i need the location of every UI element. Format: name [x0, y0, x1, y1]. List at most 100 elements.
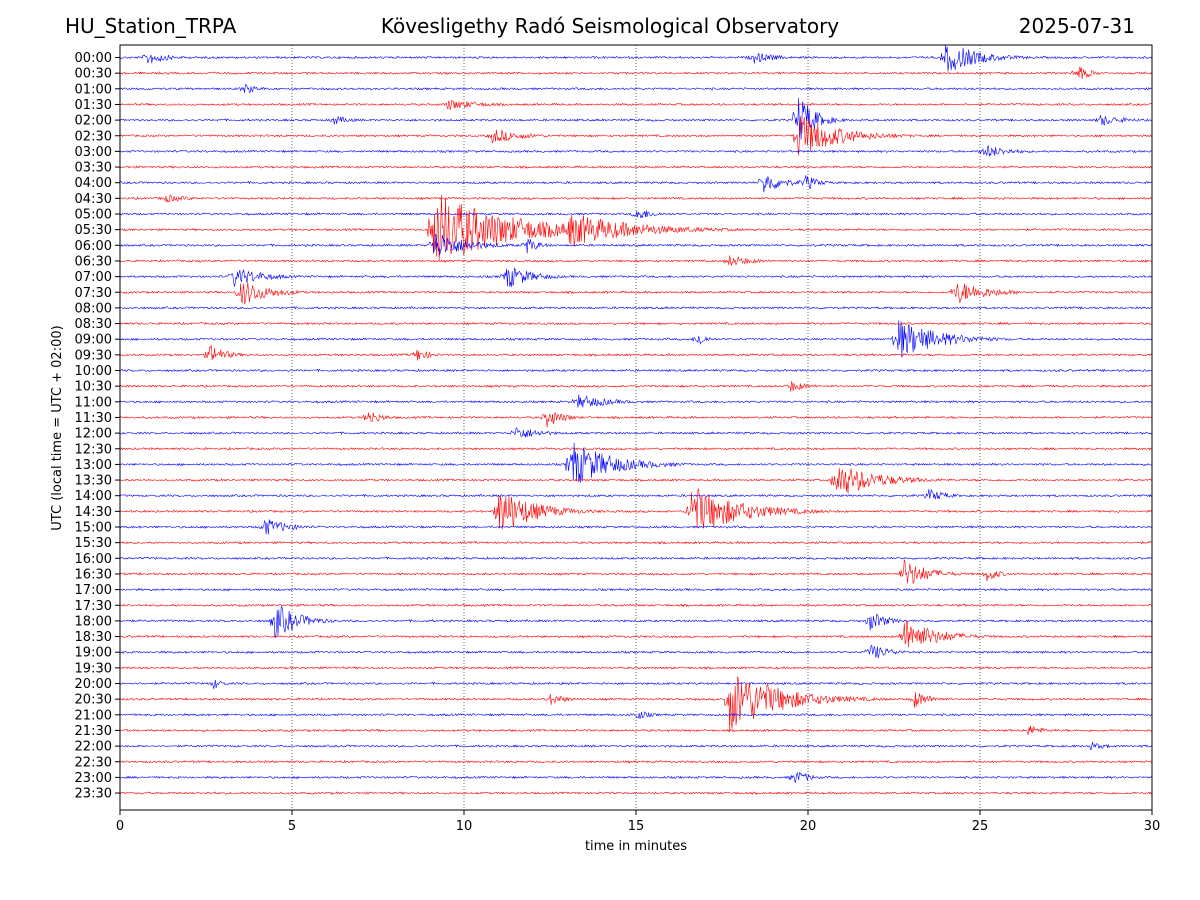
x-axis-ticks: 0 5 10 15 20 25 30 [116, 810, 1160, 834]
grid-lines [291, 45, 981, 810]
trace-1600 [119, 556, 1153, 561]
trace-1500 [119, 519, 1153, 535]
y-tick-label: 20:30 [75, 693, 112, 708]
y-tick-label: 13:00 [75, 458, 112, 473]
y-tick-label: 06:30 [75, 254, 112, 269]
y-tick-label: 23:00 [75, 771, 112, 786]
x-axis-label: time in minutes [585, 839, 687, 854]
y-tick-label: 00:00 [75, 51, 112, 66]
y-tick-label: 11:00 [75, 395, 112, 410]
trace-1430 [119, 488, 1153, 530]
trace-2300 [119, 771, 1153, 783]
x-tick-label: 30 [1144, 819, 1161, 834]
y-tick-label: 01:00 [75, 82, 112, 97]
trace-2030 [119, 676, 1153, 732]
y-tick-label: 05:30 [75, 223, 112, 238]
station-title: HU_Station_TRPA [65, 14, 237, 38]
trace-1930 [120, 666, 1153, 670]
trace-0100 [119, 83, 1153, 94]
trace-1730 [119, 603, 1153, 608]
y-tick-label: 10:30 [75, 380, 112, 395]
y-tick-label: 18:00 [75, 614, 112, 629]
y-tick-label: 14:30 [75, 505, 112, 520]
y-tick-label: 08:00 [75, 301, 112, 316]
trace-1800 [119, 605, 1153, 638]
date-title: 2025-07-31 [1018, 14, 1135, 38]
trace-0430 [119, 194, 1153, 203]
y-tick-label: 22:30 [75, 755, 112, 770]
y-tick-label: 00:30 [75, 67, 112, 82]
trace-0330 [119, 165, 1153, 169]
trace-0800 [119, 305, 1152, 310]
y-tick-label: 15:30 [75, 536, 112, 551]
y-tick-label: 16:00 [75, 552, 112, 567]
y-tick-label: 12:30 [75, 442, 112, 457]
trace-1630 [119, 559, 1153, 584]
trace-0000 [119, 44, 1153, 72]
trace-0600 [119, 233, 1153, 255]
y-tick-label: 11:30 [75, 411, 112, 426]
y-tick-label: 14:00 [75, 489, 112, 504]
y-axis-label: UTC (local time = UTC + 02:00) [50, 325, 65, 530]
x-tick-label: 15 [628, 819, 645, 834]
trace-1330 [119, 467, 1153, 494]
trace-1400 [119, 488, 1153, 500]
y-tick-label: 19:00 [75, 646, 112, 661]
trace-1700 [120, 587, 1153, 592]
trace-0900 [119, 320, 1153, 358]
trace-0530 [119, 194, 1153, 260]
seismogram-traces [119, 44, 1153, 795]
trace-1000 [119, 368, 1153, 373]
y-tick-label: 12:00 [75, 427, 112, 442]
trace-1200 [119, 427, 1153, 438]
trace-2130 [119, 725, 1153, 735]
y-tick-label: 03:00 [75, 145, 112, 160]
trace-0730 [119, 282, 1153, 305]
trace-1900 [119, 644, 1152, 659]
trace-0200 [119, 97, 1152, 140]
y-axis-ticks: 00:0000:3001:0001:3002:0002:3003:0003:30… [75, 51, 120, 802]
y-tick-label: 13:30 [75, 474, 112, 489]
y-tick-label: 01:30 [75, 98, 112, 113]
y-tick-label: 10:00 [75, 364, 112, 379]
trace-2330 [119, 791, 1153, 795]
y-tick-label: 21:30 [75, 724, 112, 739]
trace-0930 [119, 344, 1153, 361]
trace-1130 [119, 411, 1153, 428]
observatory-title: Kövesligethy Radó Seismological Observat… [380, 14, 840, 38]
x-tick-label: 10 [456, 819, 473, 834]
trace-2000 [119, 679, 1153, 689]
y-tick-label: 18:30 [75, 630, 112, 645]
trace-2230 [119, 759, 1153, 764]
trace-0630 [119, 255, 1153, 266]
y-tick-label: 08:30 [75, 317, 112, 332]
trace-1830 [119, 619, 1153, 648]
y-tick-label: 20:00 [75, 677, 112, 692]
y-tick-label: 05:00 [75, 208, 112, 223]
y-tick-label: 07:30 [75, 286, 112, 301]
trace-2200 [119, 742, 1153, 751]
x-tick-label: 20 [800, 819, 817, 834]
trace-1530 [119, 540, 1153, 545]
y-tick-label: 02:00 [75, 114, 112, 129]
y-tick-label: 09:00 [75, 333, 112, 348]
x-tick-label: 25 [972, 819, 989, 834]
y-tick-label: 17:00 [75, 583, 112, 598]
y-tick-label: 04:30 [75, 192, 112, 207]
trace-1300 [119, 442, 1153, 483]
trace-1230 [119, 446, 1153, 451]
trace-1030 [119, 381, 1153, 392]
x-tick-label: 0 [116, 819, 124, 834]
y-tick-label: 04:00 [75, 176, 112, 191]
trace-0300 [119, 145, 1153, 157]
y-tick-label: 16:30 [75, 567, 112, 582]
trace-0700 [119, 267, 1153, 288]
trace-0230 [120, 116, 1153, 156]
y-tick-label: 02:30 [75, 129, 112, 144]
trace-0130 [119, 99, 1152, 110]
y-tick-label: 09:30 [75, 348, 112, 363]
y-tick-label: 22:00 [75, 740, 112, 755]
y-tick-label: 17:30 [75, 599, 112, 614]
x-tick-label: 5 [288, 819, 296, 834]
